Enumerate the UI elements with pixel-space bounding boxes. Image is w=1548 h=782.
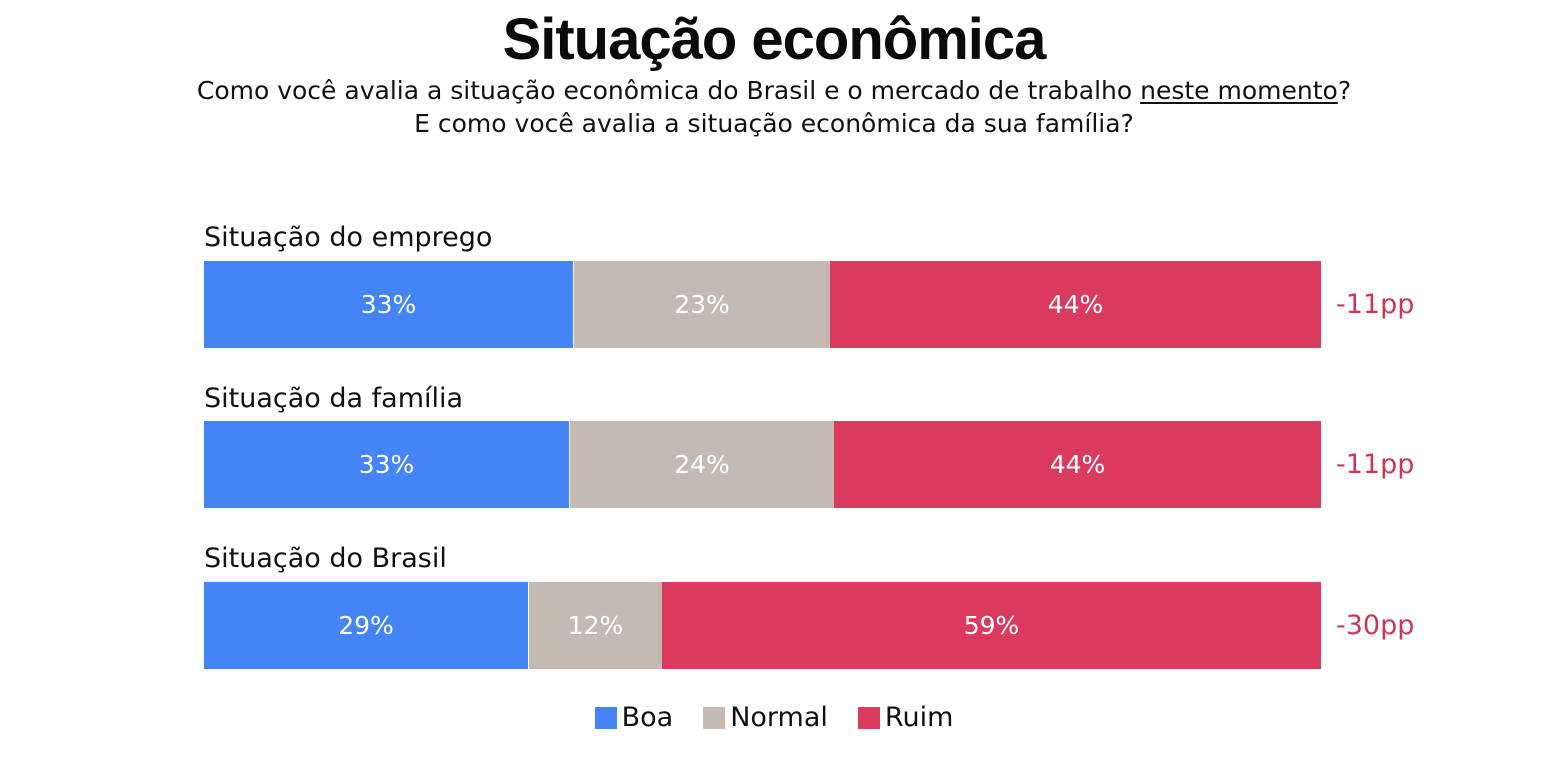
- data-label: 44%: [1047, 290, 1104, 319]
- chart-subtitle: Como você avalia a situação econômica do…: [0, 74, 1548, 140]
- data-label: 33%: [358, 450, 415, 479]
- data-label: 29%: [338, 611, 394, 640]
- bar-segment-ruim: 44%: [830, 261, 1321, 348]
- subtitle-line-1-end: ?: [1337, 76, 1352, 105]
- data-label: 44%: [1049, 450, 1106, 479]
- bar-segment-normal: 23%: [573, 261, 830, 348]
- stacked-bar: 33% 24% 44%: [204, 421, 1321, 508]
- legend-item-boa: Boa: [594, 700, 674, 736]
- subtitle-emphasis: neste momento: [1140, 76, 1338, 105]
- subtitle-line-2: E como você avalia a situação econômica …: [414, 109, 1134, 138]
- net-difference-label: -30pp: [1336, 610, 1415, 641]
- data-label: 33%: [360, 290, 417, 319]
- bar-segment-ruim: 44%: [834, 421, 1321, 508]
- bar-segment-normal: 24%: [569, 421, 834, 508]
- legend-label-normal: Normal: [730, 702, 828, 733]
- row-label: Situação da família: [204, 383, 464, 414]
- bar-segment-normal: 12%: [528, 582, 662, 669]
- stacked-bar: 29% 12% 59%: [204, 582, 1321, 669]
- legend-label-boa: Boa: [621, 702, 674, 733]
- bar-segment-boa: 33%: [204, 421, 569, 508]
- data-label: 23%: [674, 290, 730, 319]
- data-label: 12%: [567, 611, 624, 640]
- bar-segment-boa: 29%: [204, 582, 528, 669]
- chart-title: Situação econômica: [502, 7, 1047, 72]
- net-difference-label: -11pp: [1336, 449, 1415, 480]
- data-label: 59%: [963, 611, 1020, 640]
- legend-swatch-normal: [703, 707, 726, 729]
- subtitle-line-1: Como você avalia a situação econômica do…: [0, 74, 1548, 107]
- data-label: 24%: [674, 450, 730, 479]
- subtitle-line-1-start: Como você avalia a situação econômica do…: [196, 76, 1141, 105]
- legend-item-normal: Normal: [703, 700, 828, 736]
- legend-swatch-ruim: [857, 707, 880, 729]
- bar-segment-ruim: 59%: [662, 582, 1321, 669]
- legend-label-ruim: Ruim: [884, 702, 954, 733]
- chart-legend: Boa Normal Ruim: [0, 700, 1548, 736]
- legend-swatch-boa: [594, 707, 617, 729]
- row-label: Situação do emprego: [204, 222, 493, 253]
- stacked-bar: 33% 23% 44%: [204, 261, 1321, 348]
- row-label: Situação do Brasil: [204, 543, 447, 574]
- bar-segment-boa: 33%: [204, 261, 573, 348]
- net-difference-label: -11pp: [1336, 289, 1415, 320]
- legend-item-ruim: Ruim: [857, 700, 954, 736]
